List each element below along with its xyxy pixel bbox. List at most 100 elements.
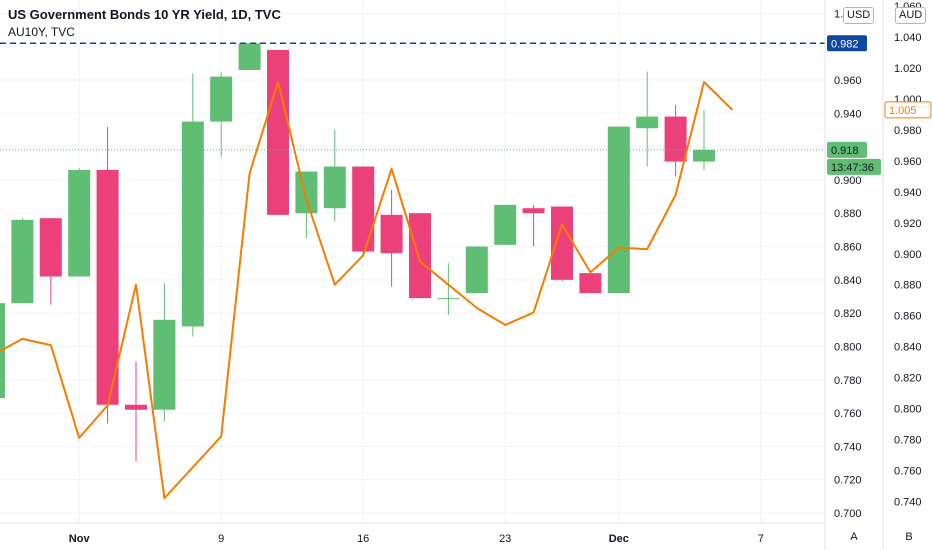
- last-price-badge-text: 0.918: [831, 145, 859, 157]
- candle-body: [522, 208, 545, 214]
- candle: [295, 171, 318, 239]
- candle-body: [437, 298, 460, 300]
- candle: [11, 218, 34, 304]
- candle-body: [153, 319, 176, 410]
- candle-body: [636, 116, 659, 129]
- compare-value-badge-bg: [884, 101, 932, 119]
- candle-body: [323, 166, 346, 209]
- candle-body: [68, 169, 91, 277]
- candle-body: [295, 171, 318, 214]
- candle: [494, 204, 517, 245]
- candle-body: [607, 126, 630, 294]
- aud-axis-tick-label: 0.900: [894, 249, 922, 261]
- candle: [238, 43, 261, 70]
- time-axis-tick-label: Dec: [609, 533, 629, 545]
- last-price-badge: 0.918: [827, 141, 867, 158]
- candle: [39, 218, 62, 305]
- usd-axis-tick-label: 0.860: [834, 242, 862, 254]
- log-scale-button[interactable]: B: [900, 528, 918, 546]
- aud-axis-tick-label: 1.040: [894, 32, 922, 44]
- candle: [210, 71, 233, 157]
- candle: [579, 273, 602, 294]
- last-price-badge-bg: [827, 141, 867, 158]
- aud-axis-tick-label: 0.920: [894, 218, 922, 230]
- candle: [409, 213, 431, 299]
- time-axis-tick-label: 7: [758, 533, 764, 545]
- countdown-badge-bg: [827, 158, 881, 175]
- candle: [693, 109, 715, 170]
- chart-title: US Government Bonds 10 YR Yield, 1D, TVC: [8, 7, 281, 22]
- candle-body: [579, 273, 602, 294]
- candle: [68, 168, 91, 277]
- candle: [153, 283, 176, 422]
- usd-axis-tick-label: 0.820: [834, 308, 862, 320]
- candle-body: [409, 213, 431, 299]
- usd-axis-tick-label: 0.900: [834, 175, 862, 187]
- aud-axis-tick-label: 0.800: [894, 403, 922, 415]
- grid: [0, 0, 825, 523]
- time-axis-tick-label: 9: [218, 533, 224, 545]
- candle-body: [39, 218, 62, 277]
- compare-line: [0, 81, 734, 500]
- countdown-badge-text: 13:47:36: [831, 162, 874, 174]
- candle: [181, 73, 204, 337]
- candles: [0, 43, 715, 462]
- aud-axis-tick-label: 0.760: [894, 465, 922, 477]
- candle-body: [494, 204, 517, 245]
- aud-axis-tick-label: 0.980: [894, 125, 922, 137]
- compare-value-badge-text: 1.005: [889, 105, 917, 117]
- usd-axis-tick-label: 0.780: [834, 375, 862, 387]
- usd-axis-tick-label: 0.700: [834, 508, 862, 520]
- candle-body: [11, 219, 34, 304]
- aud-axis-tick-label: 0.940: [894, 187, 922, 199]
- usd-axis-tick-label: 0.800: [834, 341, 862, 353]
- candle-body: [380, 214, 403, 254]
- price-lines: [0, 42, 825, 151]
- usd-axis-tick-label: 0.720: [834, 475, 862, 487]
- usd-axis-tick-label: 0.940: [834, 108, 862, 120]
- candle: [636, 71, 659, 167]
- candle: [465, 246, 488, 294]
- time-axis-tick-label: 16: [357, 533, 369, 545]
- candle-body: [267, 49, 289, 215]
- candle-body: [664, 116, 687, 162]
- usd-axis-tick-label: 0.960: [834, 75, 862, 87]
- aud-scale-button[interactable]: AUD: [895, 7, 927, 24]
- candle-body: [551, 206, 573, 280]
- candle: [267, 49, 289, 215]
- candle-body: [693, 149, 715, 162]
- aud-axis-tick-label: 0.880: [894, 280, 922, 292]
- candle-body: [181, 121, 204, 327]
- candle-body: [125, 404, 147, 410]
- usd-axis-tick-label: 0.740: [834, 441, 862, 453]
- candle: [352, 166, 375, 254]
- candle-body: [465, 246, 488, 294]
- high-price-badge-bg: [827, 35, 867, 52]
- countdown-badge: 13:47:36: [827, 158, 881, 175]
- candle: [437, 263, 460, 315]
- candle: [125, 361, 147, 462]
- usd-axis-tick-label: 0.840: [834, 275, 862, 287]
- candle-body: [238, 43, 261, 70]
- candle: [607, 126, 630, 294]
- aud-axis-tick-label: 0.780: [894, 434, 922, 446]
- usd-axis-tick-label: 0.880: [834, 208, 862, 220]
- price-badges: 0.982 0.918 13:47:36 1.005: [827, 35, 932, 175]
- time-axis-tick-label: Nov: [69, 533, 91, 545]
- candle: [323, 129, 346, 222]
- candle-body: [352, 166, 375, 252]
- high-price-badge: 0.982: [827, 35, 867, 52]
- high-price-badge-text: 0.982: [831, 38, 859, 50]
- compare-series: [0, 81, 734, 500]
- auto-scale-button[interactable]: A: [845, 528, 863, 546]
- aud-axis-tick-label: 0.840: [894, 342, 922, 354]
- usd-scale-button[interactable]: USD: [843, 7, 875, 24]
- aud-axis-tick-label: 0.860: [894, 311, 922, 323]
- candle-body: [210, 76, 233, 122]
- compare-title: AU10Y, TVC: [8, 25, 75, 39]
- aud-axis-tick-label: 0.820: [894, 373, 922, 385]
- candle: [522, 204, 545, 247]
- aud-axis-tick-label: 1.020: [894, 63, 922, 75]
